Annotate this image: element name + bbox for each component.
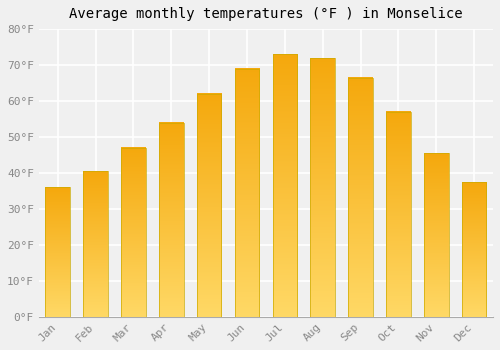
Bar — [386, 112, 410, 317]
Bar — [272, 54, 297, 317]
Bar — [197, 94, 222, 317]
Bar — [84, 171, 108, 317]
Bar — [462, 182, 486, 317]
Title: Average monthly temperatures (°F ) in Monselice: Average monthly temperatures (°F ) in Mo… — [69, 7, 462, 21]
Bar — [348, 78, 373, 317]
Bar — [424, 153, 448, 317]
Bar — [159, 122, 184, 317]
Bar — [121, 148, 146, 317]
Bar — [310, 58, 335, 317]
Bar — [234, 69, 260, 317]
Bar — [46, 187, 70, 317]
